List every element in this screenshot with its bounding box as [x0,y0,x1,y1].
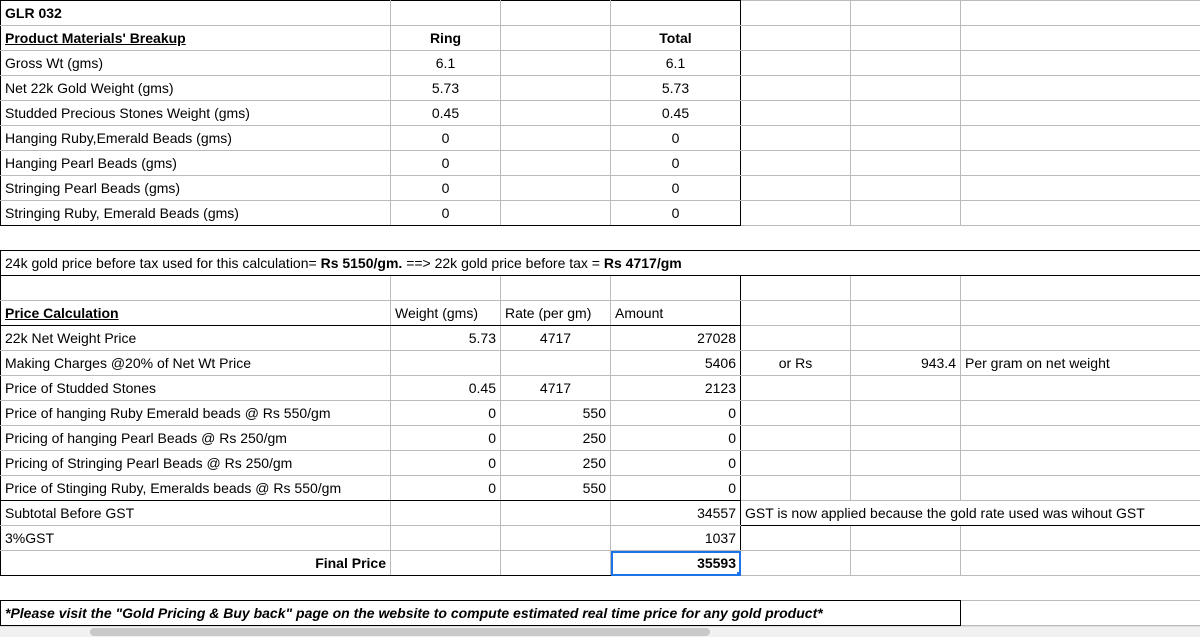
table-row: Making Charges @20% of Net Wt Price 5406… [1,351,1200,376]
table-row: Studded Precious Stones Weight (gms) 0.4… [1,101,1200,126]
col-weight[interactable]: Weight (gms) [391,301,501,326]
materials-label[interactable]: Studded Precious Stones Weight (gms) [1,101,391,126]
gst-label[interactable]: 3%GST [1,526,391,551]
materials-label[interactable]: Net 22k Gold Weight (gms) [1,76,391,101]
table-row: Subtotal Before GST 34557 GST is now app… [1,501,1200,526]
subtotal-label[interactable]: Subtotal Before GST [1,501,391,526]
final-label[interactable]: Final Price [1,551,391,576]
making-or[interactable]: or Rs [741,351,851,376]
table-row: Price Calculation Weight (gms) Rate (per… [1,301,1200,326]
calc-heading[interactable]: Price Calculation [1,301,391,326]
col-total[interactable]: Total [611,26,741,51]
spreadsheet-table[interactable]: GLR 032 Product Materials' Breakup Ring … [0,0,1200,626]
final-amount[interactable]: 35593 [611,551,741,576]
scrollbar-thumb[interactable] [90,628,710,636]
subtotal-amount[interactable]: 34557 [611,501,741,526]
table-row: Net 22k Gold Weight (gms) 5.73 5.73 [1,76,1200,101]
col-ring[interactable]: Ring [391,26,501,51]
table-row: Pricing of hanging Pearl Beads @ Rs 250/… [1,426,1200,451]
col-amount[interactable]: Amount [611,301,741,326]
table-row [1,276,1200,301]
materials-label[interactable]: Stringing Ruby, Emerald Beads (gms) [1,201,391,226]
table-row: Hanging Pearl Beads (gms) 0 0 [1,151,1200,176]
making-ornote[interactable]: Per gram on net weight [961,351,1200,376]
table-row: Gross Wt (gms) 6.1 6.1 [1,51,1200,76]
table-row: Price of Stinging Ruby, Emeralds beads @… [1,476,1200,501]
materials-label[interactable]: Stringing Pearl Beads (gms) [1,176,391,201]
product-code[interactable]: GLR 032 [1,1,391,26]
gst-note[interactable]: GST is now applied because the gold rate… [741,501,1200,526]
table-row: Stringing Pearl Beads (gms) 0 0 [1,176,1200,201]
horizontal-scrollbar[interactable] [0,626,1200,637]
table-row: 22k Net Weight Price 5.73 4717 27028 [1,326,1200,351]
table-row: 24k gold price before tax used for this … [1,251,1200,276]
gst-amount[interactable]: 1037 [611,526,741,551]
table-row: Hanging Ruby,Emerald Beads (gms) 0 0 [1,126,1200,151]
table-row: GLR 032 [1,1,1200,26]
table-row: Price of hanging Ruby Emerald beads @ Rs… [1,401,1200,426]
gold-price-note[interactable]: 24k gold price before tax used for this … [1,251,1200,276]
table-row: Product Materials' Breakup Ring Total [1,26,1200,51]
footnote[interactable]: *Please visit the "Gold Pricing & Buy ba… [1,601,961,626]
table-row: *Please visit the "Gold Pricing & Buy ba… [1,601,1200,626]
table-row: Stringing Ruby, Emerald Beads (gms) 0 0 [1,201,1200,226]
col-rate[interactable]: Rate (per gm) [501,301,611,326]
making-orval[interactable]: 943.4 [851,351,961,376]
materials-label[interactable]: Hanging Ruby,Emerald Beads (gms) [1,126,391,151]
table-row: Final Price 35593 [1,551,1200,576]
materials-label[interactable]: Hanging Pearl Beads (gms) [1,151,391,176]
materials-heading[interactable]: Product Materials' Breakup [1,26,391,51]
materials-label[interactable]: Gross Wt (gms) [1,51,391,76]
table-row: Price of Studded Stones 0.45 4717 2123 [1,376,1200,401]
table-row: 3%GST 1037 [1,526,1200,551]
table-row: Pricing of Stringing Pearl Beads @ Rs 25… [1,451,1200,476]
